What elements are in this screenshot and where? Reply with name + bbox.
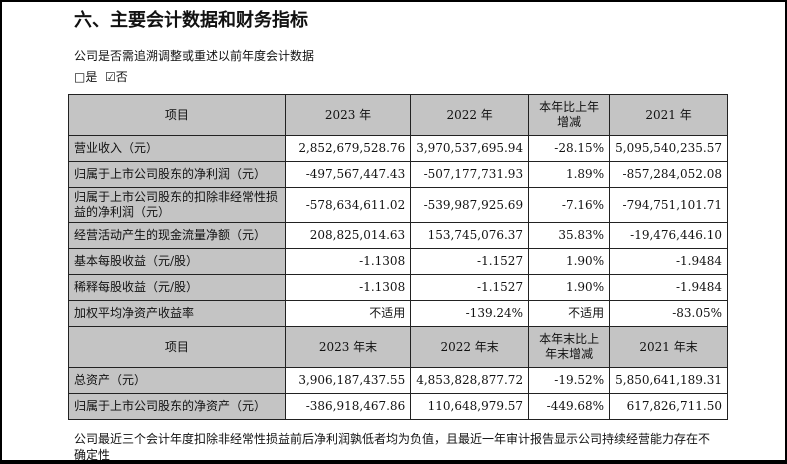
row-label: 稀释每股收益（元/股） bbox=[68, 274, 286, 301]
cell-value: 1.90% bbox=[528, 248, 611, 275]
table-row: 归属于上市公司股东的净资产（元） -386,918,467.86 110,648,9… bbox=[68, 393, 728, 420]
cell-value: 3,906,187,437.55 bbox=[284, 367, 412, 394]
restatement-options: □是 ☑否 bbox=[74, 68, 128, 85]
table-row: 基本每股收益（元/股） -1.1308 -1.1527 1.90% -1.9484 bbox=[68, 248, 728, 275]
column-header: 2023 年末 bbox=[284, 326, 412, 368]
cell-value: -7.16% bbox=[528, 187, 611, 223]
cell-value: 35.83% bbox=[528, 222, 611, 249]
table-row: 总资产（元） 3,906,187,437.55 4,853,828,877.72 -1… bbox=[68, 367, 728, 394]
cell-value: -507,177,731.93 bbox=[410, 161, 530, 188]
cell-value: 4,853,828,877.72 bbox=[410, 367, 530, 394]
cell-value: -1.1527 bbox=[410, 274, 530, 301]
cell-value: -1.9484 bbox=[609, 248, 728, 275]
restatement-question: 公司是否需追溯调整或重述以前年度会计数据 bbox=[74, 49, 315, 63]
row-label: 归属于上市公司股东的净利润（元） bbox=[68, 161, 286, 188]
table-row: 归属于上市公司股东的扣除非经常性损益的净利润（元） -578,634,611.02… bbox=[68, 187, 728, 223]
table-row: 加权平均净资产收益率 不适用 -139.24% 不适用 -83.05% bbox=[68, 300, 728, 327]
column-header: 2021 年末 bbox=[609, 326, 728, 368]
cell-value: 3,970,537,695.94 bbox=[410, 135, 530, 162]
section-title: 六、主要会计数据和财务指标 bbox=[74, 10, 308, 31]
cell-value: -578,634,611.02 bbox=[284, 187, 412, 223]
column-header: 2022 年末 bbox=[410, 326, 530, 368]
column-header: 本年比上年增减 bbox=[528, 94, 611, 136]
cell-value: -28.15% bbox=[528, 135, 611, 162]
cell-value: -19,476,446.10 bbox=[609, 222, 728, 249]
table-header-row: 项目 2023 年 2022 年本年比上年增减 2021 年 bbox=[68, 94, 728, 136]
column-header: 2022 年 bbox=[410, 94, 530, 136]
table-row: 归属于上市公司股东的净利润（元） -497,567,447.43 -507,177,… bbox=[68, 161, 728, 188]
row-label: 加权平均净资产收益率 bbox=[68, 300, 286, 327]
row-label: 归属于上市公司股东的扣除非经常性损益的净利润（元） bbox=[68, 187, 286, 223]
cell-value: -139.24% bbox=[410, 300, 530, 327]
column-header: 2021 年 bbox=[609, 94, 728, 136]
cell-value: -794,751,101.71 bbox=[609, 187, 728, 223]
cell-value: -449.68% bbox=[528, 393, 611, 420]
cell-value: -1.1527 bbox=[410, 248, 530, 275]
table-header-row: 项目 2023 年末 2022 年末 本年末比上年末增减 2021 年末 bbox=[68, 326, 728, 368]
row-label: 基本每股收益（元/股） bbox=[68, 248, 286, 275]
cell-value: -1.9484 bbox=[609, 274, 728, 301]
cell-value: -386,918,467.86 bbox=[284, 393, 412, 420]
cell-value: 208,825,014.63 bbox=[284, 222, 412, 249]
cell-value: -1.1308 bbox=[284, 274, 412, 301]
cell-value: 617,826,711.50 bbox=[609, 393, 728, 420]
table-row: 营业收入（元） 2,852,679,528.76 3,970,537,695.94-… bbox=[68, 135, 728, 162]
row-label: 归属于上市公司股东的净资产（元） bbox=[68, 393, 286, 420]
cell-value: 153,745,076.37 bbox=[410, 222, 530, 249]
cell-value: -497,567,447.43 bbox=[284, 161, 412, 188]
column-header: 项目 bbox=[68, 94, 286, 136]
column-header: 本年末比上年末增减 bbox=[528, 326, 611, 368]
row-label: 总资产（元） bbox=[68, 367, 286, 394]
footnote: 公司最近三个会计年度扣除非经常性损益前后净利润孰低者均为负值，且最近一年审计报告… bbox=[74, 432, 711, 462]
cell-value: -1.1308 bbox=[284, 248, 412, 275]
cell-value: -19.52% bbox=[528, 367, 611, 394]
cell-value: 不适用 bbox=[284, 300, 412, 327]
table-row: 经营活动产生的现金流量净额（元） 208,825,014.63 153,745,07… bbox=[68, 222, 728, 249]
financial-indicators-table: 项目 2023 年 2022 年本年比上年增减 2021 年营业收入（元） 2,852,… bbox=[68, 94, 728, 420]
table-row: 稀释每股收益（元/股） -1.1308 -1.1527 1.90% -1.9484 bbox=[68, 274, 728, 301]
row-label: 营业收入（元） bbox=[68, 135, 286, 162]
cell-value: 110,648,979.57 bbox=[410, 393, 530, 420]
cell-value: -857,284,052.08 bbox=[609, 161, 728, 188]
column-header: 项目 bbox=[68, 326, 286, 368]
row-label: 经营活动产生的现金流量净额（元） bbox=[68, 222, 286, 249]
cell-value: 不适用 bbox=[528, 300, 611, 327]
cell-value: 5,850,641,189.31 bbox=[609, 367, 728, 394]
cell-value: 1.90% bbox=[528, 274, 611, 301]
cell-value: 5,095,540,235.57 bbox=[609, 135, 728, 162]
cell-value: -539,987,925.69 bbox=[410, 187, 530, 223]
cell-value: -83.05% bbox=[609, 300, 728, 327]
option-yes-checkbox: □是 bbox=[74, 70, 98, 84]
option-no-checkbox: ☑否 bbox=[104, 70, 128, 84]
column-header: 2023 年 bbox=[284, 94, 412, 136]
cell-value: 1.89% bbox=[528, 161, 611, 188]
cell-value: 2,852,679,528.76 bbox=[284, 135, 412, 162]
